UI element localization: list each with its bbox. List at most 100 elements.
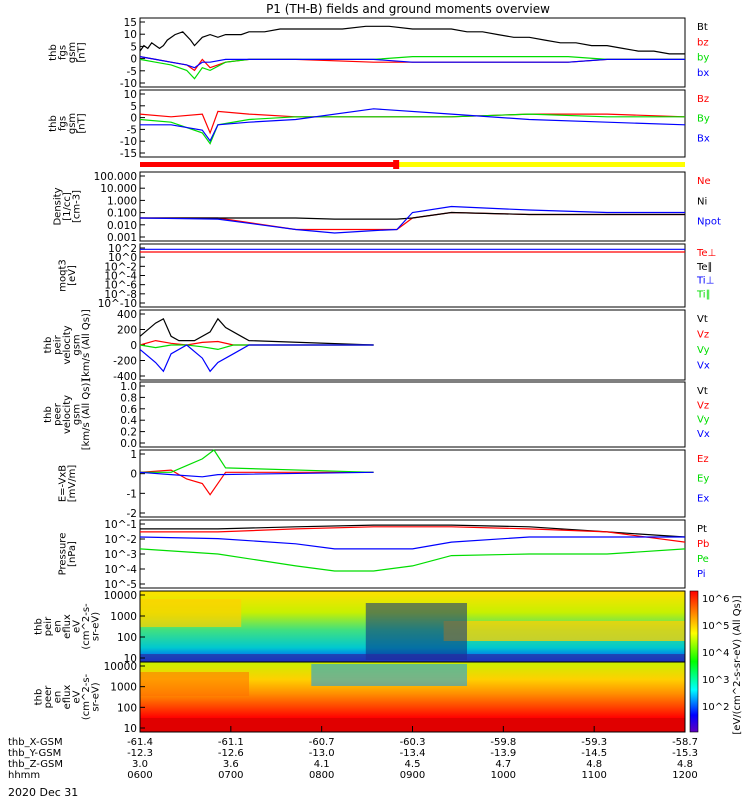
y-tick-label: 200 <box>117 325 137 337</box>
x-row-value: 4.5 <box>405 759 421 770</box>
legend-entry: Ti⊥ <box>696 276 714 287</box>
y-axis-label: Pressure <box>57 533 68 576</box>
colorbar-tick: 10^6 <box>702 594 729 605</box>
y-tick-label: 0.6 <box>120 404 137 416</box>
panel-frame <box>139 449 686 518</box>
legend-entry: Vz <box>697 400 709 411</box>
series-p7-Ex <box>139 471 374 478</box>
y-axis-label: eflux <box>62 614 73 639</box>
y-tick-label: 1.000 <box>107 195 137 207</box>
y-tick-label: 10^0 <box>108 252 137 264</box>
legend-entry: By <box>697 114 710 125</box>
series-p5-Vt <box>139 317 374 346</box>
y-tick-label: 100 <box>117 632 137 644</box>
x-row-value: 4.1 <box>314 759 330 770</box>
legend-entry: Pb <box>697 539 709 550</box>
x-row-value: -58.7 <box>672 737 698 748</box>
heatmap-band <box>311 664 467 686</box>
x-row-value: 4.8 <box>586 759 602 770</box>
y-axis-label: [mV/m] <box>67 465 78 503</box>
legend-entry: bx <box>697 68 709 79</box>
heatmap-p9 <box>140 591 685 662</box>
legend-entry: Bz <box>697 94 709 105</box>
x-row-value: 0600 <box>127 770 152 781</box>
x-row-value: 3.0 <box>132 759 148 770</box>
x-row-value: 4.7 <box>495 759 511 770</box>
status-yellow <box>396 162 685 167</box>
y-tick-label: 10000 <box>104 661 137 673</box>
legend-entry: Vx <box>697 361 710 372</box>
panels-group: 151050-5-10thbfgsgsm[nT]Btbzbybx1050-5-1… <box>34 17 721 735</box>
x-axis-table: thb_X-GSM -61.4 -61.1 -60.7 -60.3 -59.8 -59.3-… <box>8 726 698 781</box>
y-axis-label: peer <box>53 402 64 426</box>
series-p2-Bx <box>140 108 686 143</box>
y-tick-label: 0.4 <box>120 415 137 427</box>
colorbar-label: [eV/(cm^2-s-sr-eV) (All Qs)] <box>732 595 743 734</box>
y-tick-label: 0 <box>130 54 137 66</box>
y-tick-label: -200 <box>113 356 137 368</box>
y-axis-label: peir <box>43 616 54 636</box>
y-axis-label: eflux <box>62 685 73 710</box>
x-row-value: -13.9 <box>490 748 516 759</box>
y-tick-label: 100 <box>117 702 137 714</box>
x-row-value: 0700 <box>218 770 243 781</box>
x-row-value: -13.0 <box>309 748 335 759</box>
y-axis-label: thb <box>43 406 54 423</box>
x-row-value: -60.3 <box>400 737 426 748</box>
y-tick-label: 10 <box>124 89 137 101</box>
y-tick-label: 10^-10 <box>98 298 137 310</box>
x-row-label: hhmm <box>8 770 40 781</box>
x-row-value: -59.3 <box>581 737 607 748</box>
y-tick-label: 1 <box>130 449 137 461</box>
status-marker <box>393 160 400 169</box>
colorbar: 10^6 10^5 10^4 10^3 10^2 [eV/(cm^2-s-sr-eV) (… <box>689 590 743 735</box>
y-axis-label: [km/s (All Qs)] <box>81 379 92 451</box>
y-tick-label: 400 <box>117 309 137 321</box>
y-tick-label: 0.010 <box>107 220 137 232</box>
legend-entry: Te⊥ <box>696 248 716 259</box>
y-axis-label: [nPa] <box>67 541 78 567</box>
x-row-label: thb_Y-GSM <box>8 748 61 759</box>
y-axis-label: gsm <box>67 113 78 134</box>
heatmap-band <box>140 654 685 662</box>
y-axis-label: thb <box>34 618 45 635</box>
y-tick-label: -5 <box>127 66 137 78</box>
y-axis-label: [1/cc] <box>62 192 73 221</box>
series-p8-Pb <box>140 526 686 543</box>
y-axis-label: thb <box>43 337 54 354</box>
y-tick-label: 0.001 <box>107 232 137 244</box>
legend-entry: Vx <box>697 429 710 440</box>
colorbar-tick: 10^3 <box>702 675 729 686</box>
y-tick-label: 0.0 <box>120 438 137 450</box>
y-tick-label: 5 <box>130 101 137 113</box>
series-p7-Ez <box>139 469 374 496</box>
y-tick-label: 10^-6 <box>104 280 137 292</box>
y-axis-label: velocity <box>62 395 73 434</box>
x-row-value: -14.5 <box>581 748 607 759</box>
heatmap-band <box>140 718 685 732</box>
y-tick-label: -10 <box>120 136 137 148</box>
y-tick-label: 0.8 <box>120 392 137 404</box>
y-tick-label: 10^-5 <box>104 579 137 591</box>
series-p5-Vy <box>139 344 374 351</box>
y-tick-label: 10000 <box>104 590 137 602</box>
legend-entry: Ti∥ <box>696 289 711 300</box>
legend-entry: Te∥ <box>696 262 713 273</box>
legend-entry: Bx <box>697 133 710 144</box>
y-axis-label: E=-VxB <box>57 465 68 502</box>
series-p2-By <box>139 113 685 145</box>
y-tick-label: -10 <box>120 78 137 90</box>
panel-frame <box>139 171 686 242</box>
x-row-value: -61.1 <box>218 737 244 748</box>
y-axis-label: [km/s (All Qs)] <box>81 309 92 381</box>
y-tick-label: 10^-8 <box>104 289 137 301</box>
y-tick-label: -2 <box>127 508 137 520</box>
y-tick-label: 0.2 <box>120 427 137 439</box>
y-tick-label: 1.0 <box>120 381 137 393</box>
y-tick-label: 10^-1 <box>104 519 137 531</box>
y-tick-label: 10^-4 <box>104 564 137 576</box>
